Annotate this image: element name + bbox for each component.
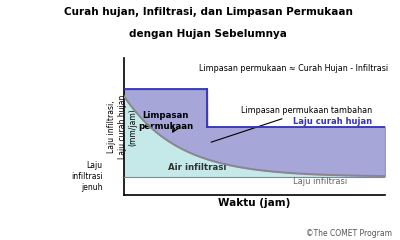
Text: Limpasan
permukaan: Limpasan permukaan — [138, 111, 193, 131]
Text: ©The COMET Program: ©The COMET Program — [306, 228, 392, 238]
Text: Curah hujan, Infiltrasi, dan Limpasan Permukaan: Curah hujan, Infiltrasi, dan Limpasan Pe… — [64, 7, 352, 17]
Y-axis label: Laju infiltrasi,
Laju curah hujan
(mm/jam): Laju infiltrasi, Laju curah hujan (mm/ja… — [107, 95, 137, 159]
Text: Laju
infiltrasi
jenuh: Laju infiltrasi jenuh — [71, 161, 103, 192]
Text: Limpasan permukaan tambahan: Limpasan permukaan tambahan — [211, 106, 372, 142]
Text: Air infiltrasi: Air infiltrasi — [168, 163, 226, 173]
X-axis label: Waktu (jam): Waktu (jam) — [218, 198, 290, 208]
Text: Laju curah hujan: Laju curah hujan — [294, 117, 373, 126]
Text: Laju infiltrasi: Laju infiltrasi — [294, 177, 348, 186]
Text: Limpasan permukaan ≈ Curah Hujan - Infiltrasi: Limpasan permukaan ≈ Curah Hujan - Infil… — [199, 64, 388, 73]
Text: dengan Hujan Sebelumnya: dengan Hujan Sebelumnya — [129, 29, 287, 39]
